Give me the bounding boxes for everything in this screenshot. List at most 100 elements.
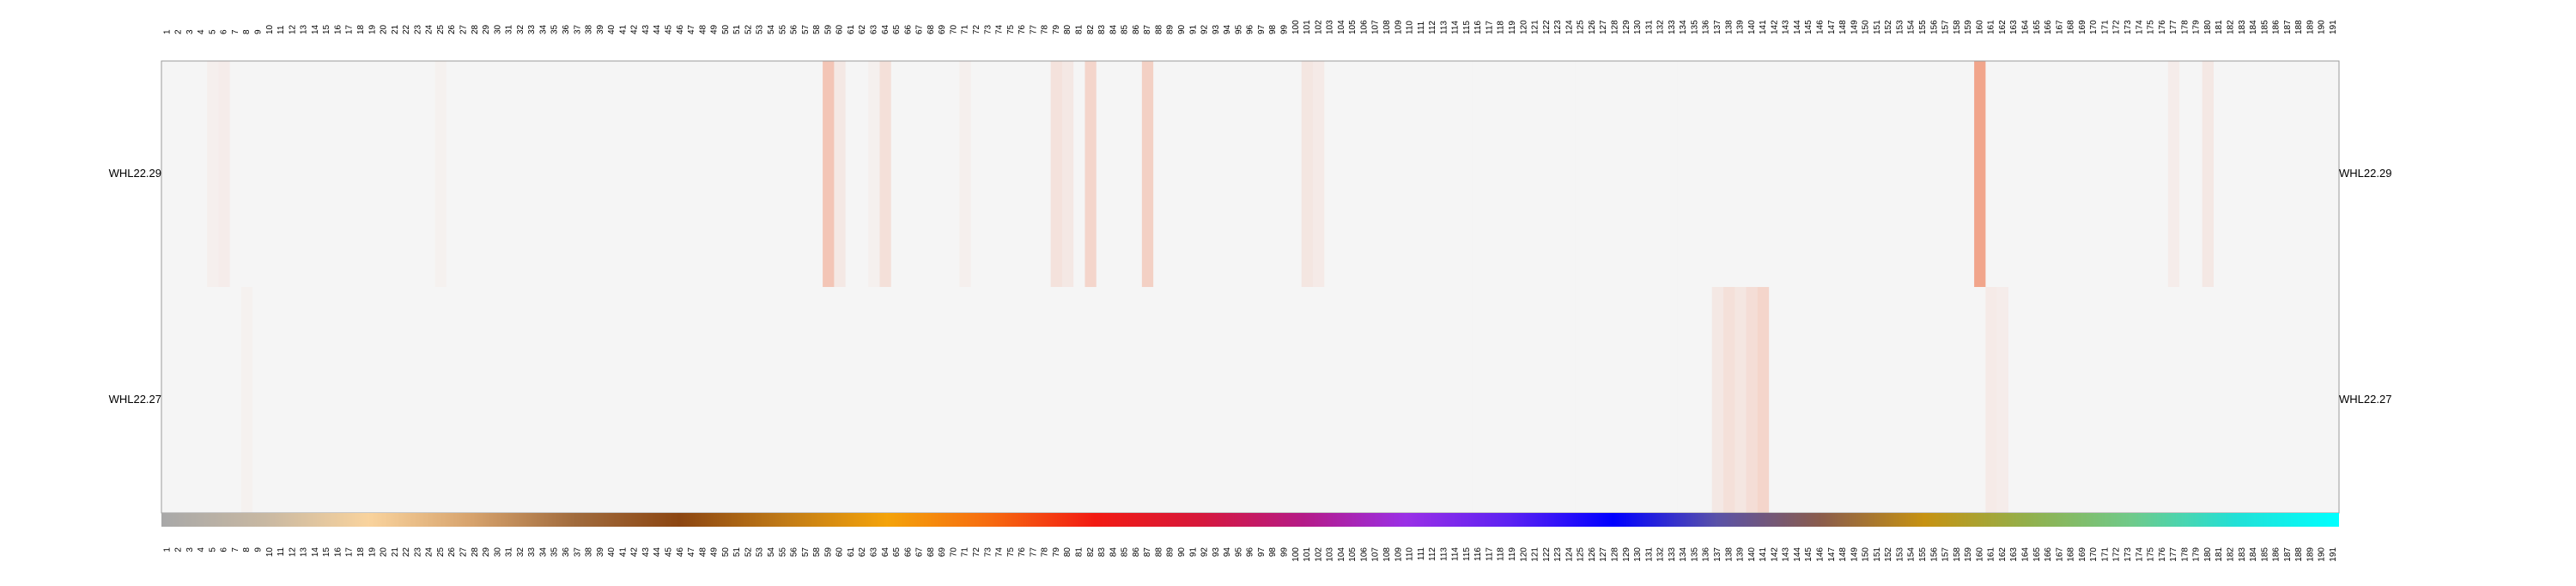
column-tick-label: 140: [1747, 20, 1757, 34]
heatmap-cell: [1700, 61, 1713, 287]
column-tick-label: 110: [1406, 21, 1415, 34]
column-tick-label: 186: [2272, 547, 2281, 562]
column-tick-label: 91: [1188, 24, 1198, 34]
column-tick-label: 129: [1622, 547, 1631, 562]
heatmap-cell: [2008, 61, 2020, 287]
heatmap-cell: [959, 287, 972, 513]
heatmap-cell: [1905, 61, 1918, 287]
column-tick-label: 41: [618, 24, 628, 34]
column-tick-label: 130: [1633, 20, 1643, 34]
heatmap-cell: [948, 61, 961, 287]
column-tick-label: 71: [961, 24, 970, 34]
heatmap-cell: [1061, 287, 1074, 513]
heatmap-cell: [1882, 61, 1895, 287]
heatmap-cell: [264, 61, 276, 287]
column-tick-label: 50: [721, 24, 731, 34]
column-tick-label: 58: [812, 547, 822, 558]
heatmap-cell: [2145, 287, 2158, 513]
column-tick-label: 93: [1212, 24, 1221, 34]
heatmap-cell: [1735, 287, 1747, 513]
heatmap-cell: [2054, 61, 2066, 287]
heatmap-cell: [1700, 287, 1713, 513]
column-tick-label: 32: [516, 547, 526, 558]
heatmap-cell: [1837, 287, 1850, 513]
heatmap-cell: [1210, 61, 1223, 287]
column-tick-label: 87: [1143, 24, 1152, 34]
heatmap-cell: [1575, 287, 1588, 513]
column-tick-label: 179: [2192, 20, 2202, 34]
heatmap-cell: [1141, 287, 1154, 513]
heatmap-cell: [514, 61, 527, 287]
heatmap-cell: [469, 287, 482, 513]
heatmap-cell: [776, 287, 789, 513]
column-tick-label: 19: [368, 24, 377, 34]
column-tick-label: 32: [516, 24, 526, 34]
heatmap-cell: [1313, 287, 1325, 513]
row-labels: WHL22.29 WHL22.29 WHL22.27 WHL22.27: [109, 167, 2392, 406]
heatmap-cell: [981, 61, 994, 287]
heatmap-cell: [1005, 61, 1018, 287]
heatmap-cell: [720, 61, 732, 287]
column-tick-label: 174: [2135, 20, 2144, 34]
column-tick-label: 113: [1439, 21, 1449, 34]
heatmap-cell: [378, 61, 391, 287]
heatmap-cell: [834, 61, 847, 287]
column-tick-label: 79: [1052, 547, 1061, 558]
heatmap-cell: [1438, 287, 1450, 513]
column-tick-label: 21: [391, 547, 400, 558]
column-tick-label: 33: [527, 24, 537, 34]
heatmap-cell: [617, 61, 629, 287]
column-tick-label: 101: [1303, 547, 1312, 562]
heatmap-cell: [1016, 287, 1029, 513]
heatmap-cell: [1290, 287, 1303, 513]
column-tick-label: 13: [300, 547, 309, 558]
heatmap-cell: [583, 61, 596, 287]
column-tick-label: 147: [1827, 20, 1837, 34]
column-tick-label: 148: [1838, 547, 1848, 562]
heatmap-cell: [1108, 61, 1120, 287]
heatmap-cell: [1940, 287, 1953, 513]
heatmap-cell: [332, 61, 345, 287]
heatmap-cell: [720, 287, 732, 513]
column-tick-label: 47: [687, 547, 696, 558]
heatmap-cell: [1039, 61, 1052, 287]
heatmap-cell: [1301, 287, 1314, 513]
column-tick-label: 139: [1736, 547, 1746, 562]
column-tick-label: 166: [2044, 547, 2053, 562]
column-tick-label: 66: [903, 24, 913, 34]
heatmap-cell: [320, 61, 333, 287]
column-tick-label: 173: [2123, 547, 2133, 562]
column-tick-label: 39: [596, 547, 605, 558]
heatmap-cell: [1415, 287, 1428, 513]
column-tick-label: 7: [231, 547, 240, 552]
column-tick-label: 111: [1417, 21, 1426, 34]
column-tick-label: 23: [413, 547, 422, 558]
heatmap-cell: [1655, 287, 1668, 513]
heatmap-cell: [697, 287, 709, 513]
column-tick-label: 63: [869, 24, 878, 34]
column-tick-label: 86: [1132, 547, 1141, 558]
heatmap-cell: [1905, 287, 1918, 513]
heatmap-cell: [1849, 61, 1861, 287]
heatmap-cell: [1620, 61, 1633, 287]
heatmap-cell: [1518, 61, 1530, 287]
column-tick-label: 94: [1223, 547, 1232, 558]
heatmap-cell: [1837, 61, 1850, 287]
column-color-bar: [161, 513, 2339, 527]
column-tick-label: 159: [1964, 547, 1973, 562]
column-tick-label: 123: [1553, 547, 1563, 562]
heatmap-cell: [355, 287, 368, 513]
column-tick-label: 115: [1462, 547, 1472, 561]
heatmap-cell: [902, 61, 914, 287]
heatmap-cell: [1233, 287, 1245, 513]
column-tick-label: 100: [1291, 20, 1301, 34]
column-tick-label: 30: [493, 547, 502, 558]
heatmap-cell: [1826, 287, 1838, 513]
column-tick-label: 25: [436, 24, 446, 34]
heatmap-cell: [788, 287, 801, 513]
column-tick-label: 79: [1052, 24, 1061, 34]
column-tick-label: 164: [2021, 20, 2031, 34]
heatmap-cell: [1631, 61, 1644, 287]
column-tick-label: 155: [1918, 20, 1928, 34]
heatmap-cell: [1164, 61, 1177, 287]
